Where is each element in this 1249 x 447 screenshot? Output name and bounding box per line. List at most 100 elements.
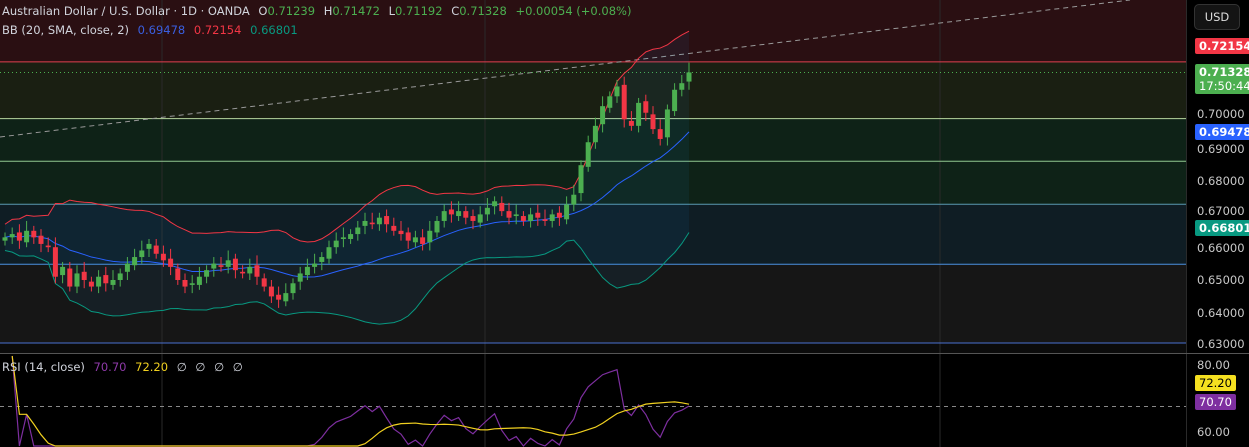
symbol-legend: Australian Dollar / U.S. Dollar · 1D · O… <box>2 4 636 18</box>
candle-body <box>283 293 289 302</box>
candle-body <box>160 253 166 261</box>
low-value: 0.71192 <box>394 4 443 18</box>
candle-body <box>556 212 562 218</box>
candle-body <box>31 230 37 238</box>
rsi-extra: ∅ <box>232 360 243 374</box>
candle-body <box>420 237 426 244</box>
candle-body <box>484 207 490 215</box>
axis-tick: 0.70000 <box>1197 107 1245 121</box>
rsi-extra: ∅ <box>214 360 225 374</box>
candle-body <box>434 220 440 233</box>
candle-body <box>132 257 138 266</box>
candle-body <box>657 129 663 139</box>
candle-body <box>110 280 116 285</box>
candle-body <box>175 268 181 280</box>
bb-label: BB (20, SMA, close, 2) <box>2 23 129 37</box>
candle-body <box>412 237 418 243</box>
candle-body <box>117 273 123 280</box>
rsi-extra: ∅ <box>195 360 206 374</box>
candle-body <box>679 83 685 90</box>
bb-lower-value: 0.66801 <box>250 23 298 37</box>
candle-body <box>240 271 246 274</box>
candle-body <box>153 245 159 254</box>
bb-basis-value: 0.69478 <box>137 23 186 37</box>
rsi-label: RSI (14, close) <box>2 360 85 374</box>
high-value: 0.71472 <box>332 4 380 18</box>
bb-basis-line <box>4 131 690 278</box>
candle-body <box>232 258 238 271</box>
candle-body <box>391 225 397 231</box>
bb-upper-line <box>4 30 690 243</box>
candle-body <box>67 268 73 287</box>
candle-body <box>664 109 670 138</box>
candle-body <box>38 235 44 244</box>
zone-top <box>0 0 1186 62</box>
symbol-title: Australian Dollar / U.S. Dollar · 1D · O… <box>2 4 250 18</box>
price-axis[interactable]: USD 0.70000 0.69000 0.68000 0.67000 0.66… <box>1186 0 1249 447</box>
candle-body <box>348 234 354 239</box>
candle-body <box>600 106 606 125</box>
zone <box>0 204 1186 265</box>
candle-body <box>225 260 231 267</box>
candle-body <box>492 201 498 207</box>
high-label: H <box>323 4 333 18</box>
candle-body <box>340 237 346 239</box>
candle-body <box>650 114 656 130</box>
price-chart[interactable] <box>0 0 1186 447</box>
bb-fill <box>5 31 689 325</box>
candle-body <box>168 258 174 267</box>
candle-body <box>333 240 339 248</box>
axis-tick: 0.67000 <box>1197 204 1245 218</box>
candle-body <box>384 216 390 225</box>
candle-body <box>427 230 433 243</box>
bb-upper-tag: 0.72154 <box>1195 38 1249 54</box>
candle-body <box>520 216 526 221</box>
bb-lower-line <box>4 232 690 325</box>
candle-body <box>9 234 15 238</box>
candle-body <box>643 101 649 113</box>
axis-tick: 0.66000 <box>1197 241 1245 255</box>
candle-body <box>189 283 195 285</box>
axis-tick: 0.68000 <box>1197 174 1245 188</box>
currency-button[interactable]: USD <box>1194 4 1240 30</box>
change-value: +0.00054 (+0.08%) <box>515 4 632 18</box>
candle-body <box>499 202 505 212</box>
candle-body <box>290 283 296 294</box>
candle-body <box>564 204 570 220</box>
axis-tick: 0.65000 <box>1197 273 1245 287</box>
candle-body <box>247 266 253 274</box>
candle-body <box>463 211 469 218</box>
candle-body <box>376 217 382 225</box>
candle-body <box>268 286 274 297</box>
candle-body <box>81 271 87 280</box>
candle-body <box>319 257 325 262</box>
candle-body <box>578 165 584 194</box>
axis-tick: 0.63000 <box>1197 337 1245 351</box>
open-value: 0.71239 <box>267 4 316 18</box>
bb-legend[interactable]: BB (20, SMA, close, 2) 0.69478 0.72154 0… <box>2 23 303 37</box>
candle-body <box>672 89 678 112</box>
candle-body <box>211 263 217 269</box>
candle-body <box>549 214 555 221</box>
rsi-ma-tag: 72.20 <box>1195 375 1236 391</box>
bb-lower-tag: 0.66801 <box>1195 220 1249 236</box>
candle-body <box>585 142 591 167</box>
rsi-pane <box>0 354 1186 447</box>
rsi-legend[interactable]: RSI (14, close) 70.70 72.20 ∅ ∅ ∅ ∅ <box>2 360 248 374</box>
candle-body <box>124 263 130 272</box>
low-label: L <box>388 4 395 18</box>
close-label: C <box>451 4 460 18</box>
bb-upper-value: 0.72154 <box>193 23 242 37</box>
candle-body <box>254 265 260 277</box>
candle-body <box>477 214 483 223</box>
candle-body <box>506 211 512 218</box>
bar-countdown: 17:50:44 <box>1199 79 1249 93</box>
candle-body <box>592 125 598 143</box>
candle-body <box>2 237 8 241</box>
candle-body <box>398 230 404 235</box>
candle-body <box>60 266 66 276</box>
candle-body <box>218 265 224 267</box>
candle-body <box>355 227 361 235</box>
candle-body <box>24 230 30 243</box>
axis-tick: 0.64000 <box>1197 306 1245 320</box>
